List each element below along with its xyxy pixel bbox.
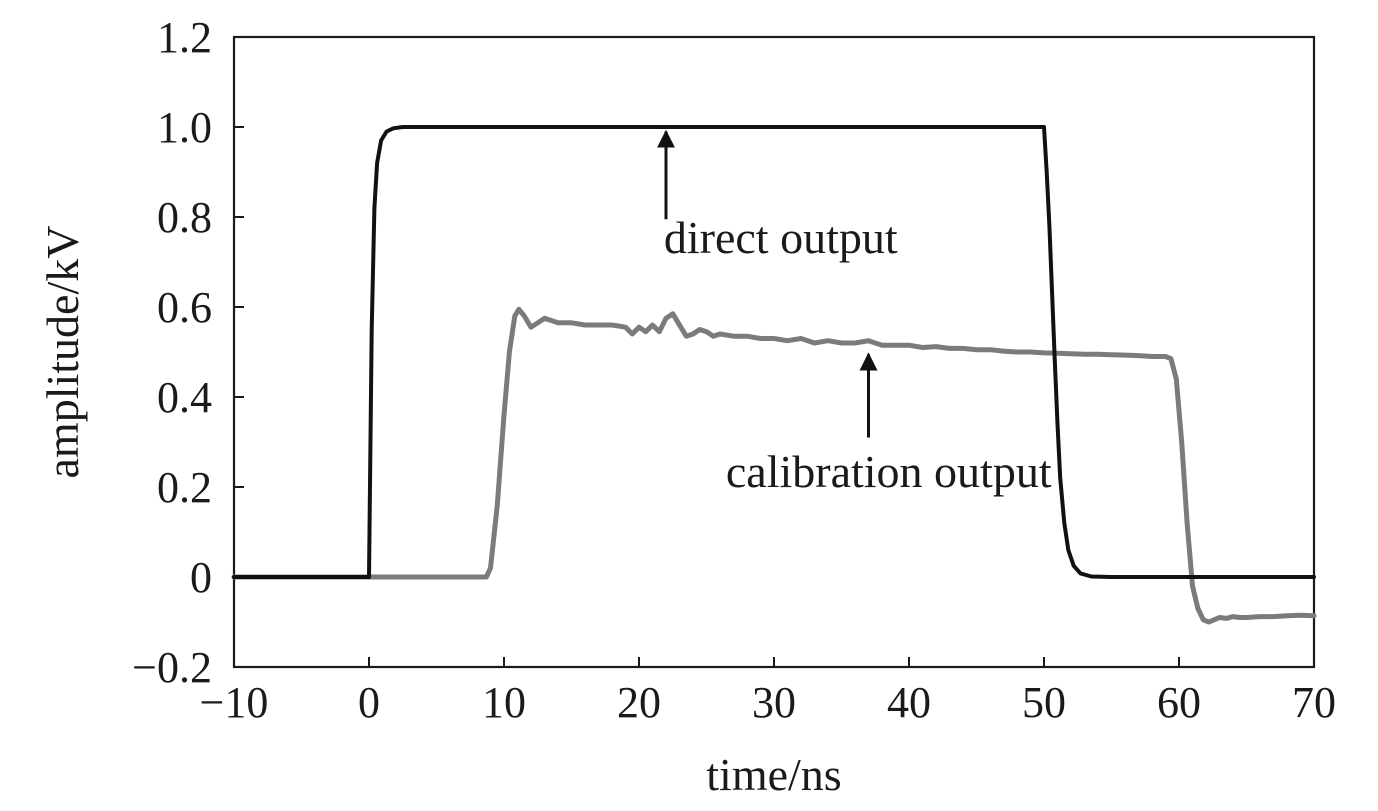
y-tick-label: 0.4: [157, 373, 212, 422]
x-tick-label: 60: [1157, 678, 1201, 727]
x-tick-label: 50: [1022, 678, 1066, 727]
x-tick-label: 40: [887, 678, 931, 727]
y-tick-label: 0.6: [157, 283, 212, 332]
y-tick-label: 1.2: [157, 13, 212, 62]
y-tick-label: 0: [190, 553, 212, 602]
plot-area-frame: [232, 35, 1316, 669]
direct-output-label: direct output: [664, 212, 898, 263]
y-tick-label: 0.8: [157, 193, 212, 242]
series-calibration-output-line: [231, 306, 1317, 625]
x-tick-label: −10: [200, 678, 269, 727]
x-tick-label: 30: [752, 678, 796, 727]
x-tick-label: 10: [482, 678, 526, 727]
y-tick-label: −0.2: [132, 643, 212, 692]
x-axis-ticks: −10 0 10 20 30 40 50 60 70: [200, 657, 1336, 727]
x-tick-label: 0: [358, 678, 380, 727]
x-tick-label: 20: [617, 678, 661, 727]
y-axis-title: amplitude/kV: [37, 226, 88, 479]
series-direct-output-line: [232, 125, 1316, 579]
y-axis-ticks: −0.2 0 0.2 0.4 0.6 0.8 1.0 1.2: [132, 13, 244, 692]
series-layer: [231, 125, 1317, 625]
y-tick-label: 0.2: [157, 463, 212, 512]
annotation-layer: direct output calibration output: [657, 129, 1052, 497]
x-tick-label: 70: [1292, 678, 1336, 727]
x-axis-title: time/ns: [706, 749, 841, 800]
y-tick-label: 1.0: [157, 103, 212, 152]
calibration-output-label: calibration output: [726, 446, 1052, 497]
